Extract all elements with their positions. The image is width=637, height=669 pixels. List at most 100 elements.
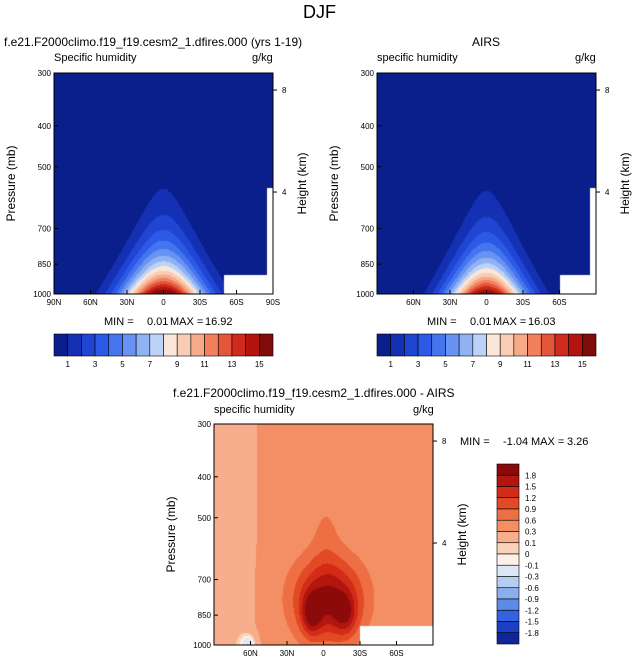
colorbar-obs-label: 15 xyxy=(578,360,587,369)
panel-model-title: f.e21.F2000climo.f19_f19.cesm2_1.dfires.… xyxy=(4,35,303,49)
colorbar-model-box xyxy=(135,333,151,357)
colorbar-model-box xyxy=(217,333,233,357)
colorbar-diff-label: 1.2 xyxy=(525,494,537,503)
colorbar-model-box xyxy=(122,333,137,357)
panel-diff-y-tick-label: 300 xyxy=(198,420,212,429)
colorbar-diff-box xyxy=(496,542,520,555)
panel-model-min-label: MIN = xyxy=(104,316,134,328)
panel-model-height-tick-label: 4 xyxy=(282,188,287,197)
panel-obs-title: AIRS xyxy=(472,35,501,49)
colorbar-obs-box xyxy=(582,333,597,357)
panel-diff-min-label: MIN = xyxy=(460,436,490,448)
panel-obs-min-value: 0.01 xyxy=(470,316,492,328)
panel-obs-x-tick-label: 30N xyxy=(443,298,458,307)
panel-diff-field xyxy=(214,424,433,645)
colorbar-diff-label: -0.3 xyxy=(525,573,539,582)
panel-diff-min-value: -1.04 xyxy=(503,436,529,448)
colorbar-model-label: 13 xyxy=(227,360,236,369)
panel-obs-ylabel: Pressure (mb) xyxy=(327,145,341,221)
colorbar-obs-label: 5 xyxy=(443,360,448,369)
colorbar-obs-box xyxy=(527,333,542,357)
panel-model-x-tick-label: 60S xyxy=(229,298,243,307)
colorbar-obs-box xyxy=(417,333,433,357)
colorbar-obs-label: 3 xyxy=(416,360,421,369)
colorbar-model-box xyxy=(176,333,192,357)
colorbar-model-label: 11 xyxy=(200,360,209,369)
panel-diff-y-tick-label: 400 xyxy=(198,473,212,482)
colorbar-diff-box xyxy=(496,598,520,611)
colorbar-model-label: 9 xyxy=(175,360,180,369)
colorbar-obs-box xyxy=(554,333,569,357)
panel-obs-y-tick-label: 1000 xyxy=(356,290,374,299)
colorbar-model-box xyxy=(67,333,82,357)
panel-diff-x-tick-label: 30S xyxy=(353,649,367,658)
colorbar-obs-label: 1 xyxy=(388,360,393,369)
panel-model-x-tick-label: 90S xyxy=(266,298,280,307)
colorbar-obs-box xyxy=(472,333,487,357)
colorbar-model-box xyxy=(163,333,178,357)
panel-model-height-tick-label: 8 xyxy=(282,86,287,95)
colorbar-diff-label: 0.1 xyxy=(525,539,537,548)
colorbar-obs-box xyxy=(499,333,515,357)
panel-obs-y-tick-label: 300 xyxy=(361,69,375,78)
panel-obs-y-tick-label: 500 xyxy=(361,163,375,172)
colorbar-diff-box xyxy=(496,564,520,577)
colorbar-diff-label: 1.8 xyxy=(525,471,537,480)
colorbar-diff-box xyxy=(496,486,520,499)
panel-model-x-tick-label: 60N xyxy=(83,298,98,307)
panel-model-y-tick-label: 300 xyxy=(38,69,52,78)
colorbar-diff-box xyxy=(496,474,520,487)
panel-model-y-tick-label: 400 xyxy=(38,122,52,131)
panel-model-y-tick-label: 700 xyxy=(38,225,52,234)
panel-diff-ylabel-right: Height (km) xyxy=(455,503,469,565)
colorbar-model-label: 1 xyxy=(65,360,70,369)
colorbar-diff-box xyxy=(496,463,520,476)
panel-diff-x-tick-label: 30N xyxy=(280,649,295,658)
panel-obs-max-label: MAX = xyxy=(493,316,527,328)
colorbar-model-box xyxy=(53,333,68,357)
colorbar-model-box xyxy=(94,333,110,357)
colorbar-diff-label: 0.9 xyxy=(525,505,537,514)
panel-diff-y-tick-label: 500 xyxy=(198,514,212,523)
colorbar-model-box xyxy=(149,333,164,357)
panel-model-subtitle-left: Specific humidity xyxy=(54,52,137,64)
colorbar-diff-box xyxy=(496,553,520,566)
colorbar-diff-box xyxy=(496,632,520,645)
panel-model-max-value: 16.92 xyxy=(205,316,233,328)
colorbar-model-box xyxy=(204,333,219,357)
colorbar-diff-box xyxy=(496,508,520,521)
colorbar-diff-label: 1.5 xyxy=(525,483,537,492)
colorbar-diff-box xyxy=(496,497,520,510)
colorbar-obs-box xyxy=(431,333,446,357)
colorbar-obs-box xyxy=(513,333,528,357)
panel-diff-max-label: MAX = xyxy=(531,436,565,448)
colorbar-diff-label: 0.6 xyxy=(525,516,537,525)
colorbar-diff-label: -1.5 xyxy=(525,618,539,627)
panel-model-y-tick-label: 1000 xyxy=(33,290,51,299)
panel-obs-y-tick-label: 400 xyxy=(361,122,375,131)
colorbar-obs-label: 9 xyxy=(498,360,503,369)
panel-obs-height-tick-label: 4 xyxy=(605,188,610,197)
panel-obs-min-label: MIN = xyxy=(427,316,457,328)
panel-model-min-value: 0.01 xyxy=(147,316,169,328)
panel-obs-field xyxy=(377,73,596,294)
panel-model-x-tick-label: 30S xyxy=(193,298,207,307)
colorbar-diff-box xyxy=(496,621,520,634)
panel-diff-ylabel: Pressure (mb) xyxy=(164,496,178,572)
panel-obs-height-tick-label: 8 xyxy=(605,86,610,95)
colorbar-diff-box xyxy=(496,531,520,544)
panel-model-max-label: MAX = xyxy=(170,316,204,328)
colorbar-model-box xyxy=(245,333,260,357)
panel-model-ylabel-right: Height (km) xyxy=(295,152,309,214)
colorbar-model-label: 15 xyxy=(255,360,264,369)
panel-model-ylabel: Pressure (mb) xyxy=(4,145,18,221)
panel-obs-x-tick-label: 60S xyxy=(552,298,566,307)
panel-diff-x-tick-label: 60N xyxy=(243,649,258,658)
colorbar-obs-label: 11 xyxy=(523,360,532,369)
colorbar-obs-box xyxy=(568,333,583,357)
panel-diff-x-tick-label: 60S xyxy=(389,649,403,658)
panel-obs-x-tick-label: 60N xyxy=(406,298,421,307)
colorbar-obs-box xyxy=(458,333,474,357)
colorbar-model-label: 7 xyxy=(148,360,153,369)
panel-diff-subtitle-right: g/kg xyxy=(413,404,434,416)
